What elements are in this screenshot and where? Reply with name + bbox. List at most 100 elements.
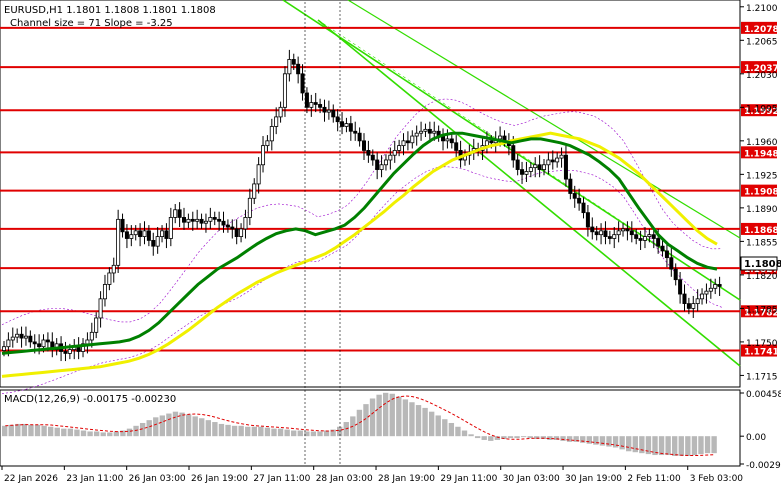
time-axis: 22 Jan 2026 23 Jan 11:00 26 Jan 03:00 26 Ja…	[1, 466, 743, 484]
candle-body	[647, 234, 652, 237]
time-tick-label: 23 Jan 11:00	[66, 474, 123, 484]
candle-body	[708, 287, 713, 292]
candle-body	[353, 130, 358, 134]
macd-bar	[258, 426, 264, 437]
candle-body	[67, 349, 72, 354]
bollinger-lower	[1, 166, 723, 394]
price-tick-label: 1.1715	[746, 372, 778, 382]
candle-body	[419, 130, 424, 134]
channel-info: Channel size = 71 Slope = -3.25	[10, 18, 173, 29]
level-label: 1.1741	[744, 348, 779, 358]
macd-bar	[107, 432, 113, 437]
macd-bar	[435, 415, 441, 437]
candle-body	[427, 128, 432, 134]
time-tick-label: 27 Jan 11:00	[253, 474, 310, 484]
candle-body	[625, 228, 630, 232]
level-label-bg	[741, 184, 777, 197]
candle-body	[673, 268, 678, 281]
macd-bar	[573, 436, 579, 442]
macd-bar	[153, 417, 159, 437]
candle-body	[160, 230, 165, 237]
support-resistance-levels: 1.2078 1.2037 1.1992 1.1948 1.1908 1.1868 1.18…	[0, 21, 779, 358]
candle-body	[370, 154, 375, 161]
bollinger-upper	[1, 98, 723, 325]
candle-body	[392, 150, 397, 156]
candle-body	[563, 154, 568, 180]
candle-body	[340, 121, 345, 127]
price-tick-label: 1.2100	[746, 4, 778, 14]
candle-body	[138, 230, 143, 237]
macd-bar	[74, 429, 80, 437]
macd-bar	[461, 430, 468, 437]
macd-bar	[665, 436, 671, 456]
candles	[2, 49, 722, 362]
candle-body	[704, 290, 709, 295]
macd-bar	[100, 432, 106, 437]
macd-bar	[139, 422, 146, 437]
macd-bar	[540, 436, 547, 440]
macd-bar	[185, 414, 192, 437]
macd-bar	[494, 436, 501, 440]
candle-body	[309, 102, 314, 108]
macd-bar	[685, 436, 691, 456]
time-tick-label: 28 Jan 19:00	[378, 474, 435, 484]
macd-bar	[363, 404, 369, 437]
candle-body	[612, 234, 617, 239]
macd-bar	[658, 436, 665, 456]
macd-bar	[238, 425, 244, 437]
candle-body	[217, 218, 222, 222]
symbol-header: EURUSD,H1 1.1801 1.1808 1.1801 1.1808	[4, 5, 216, 16]
ma-slow-line	[1, 131, 718, 378]
candle-body	[45, 339, 50, 343]
macd-bar	[442, 419, 448, 437]
candle-body	[142, 230, 147, 237]
candle-body	[695, 298, 700, 305]
candle-body	[10, 336, 15, 341]
macd-bar	[277, 428, 284, 437]
candle-body	[102, 284, 107, 300]
candle-body	[32, 341, 37, 345]
candle-body	[546, 159, 551, 166]
candle-body	[616, 230, 621, 236]
macd-bar	[2, 425, 8, 437]
candle-body	[669, 257, 674, 270]
macd-bar	[520, 436, 527, 438]
candle-body	[537, 164, 542, 170]
candle-body	[23, 335, 28, 339]
macd-tick-label: -0.00295	[746, 461, 781, 471]
price-tick-label: 1.1855	[746, 238, 778, 248]
price-tick-label: 1.1750	[746, 339, 778, 349]
macd-bar	[527, 436, 533, 439]
macd-bar	[28, 424, 34, 437]
macd-signal-line	[5, 395, 715, 456]
candle-body	[89, 331, 94, 341]
macd-bar	[428, 411, 435, 437]
candle-body	[559, 154, 564, 159]
macd-bar	[212, 422, 218, 437]
candle-body	[177, 209, 182, 218]
time-tick-label: 29 Jan 11:00	[440, 474, 497, 484]
candle-body	[151, 240, 156, 247]
candle-body	[331, 109, 336, 118]
candle-body	[181, 217, 186, 223]
level-label: 1.1992	[744, 107, 779, 117]
macd-bar	[704, 436, 711, 454]
macd-label: MACD(12,26,9) -0.00175 -0.00230	[4, 394, 176, 405]
candle-body	[203, 220, 208, 224]
candle-body	[410, 135, 415, 144]
candle-body	[397, 145, 402, 151]
macd-bar	[225, 424, 231, 437]
macd-bar	[507, 436, 514, 439]
macd-bar	[389, 393, 395, 437]
macd-bar	[146, 420, 152, 437]
macd-bar	[205, 420, 212, 437]
candle-body	[208, 217, 213, 222]
candle-body	[225, 224, 230, 228]
candle-body	[642, 236, 647, 241]
macd-bar	[619, 436, 625, 450]
candle-body	[585, 212, 590, 228]
macd-bar	[376, 394, 382, 437]
macd-bar	[481, 436, 487, 440]
candle-body	[41, 339, 46, 348]
